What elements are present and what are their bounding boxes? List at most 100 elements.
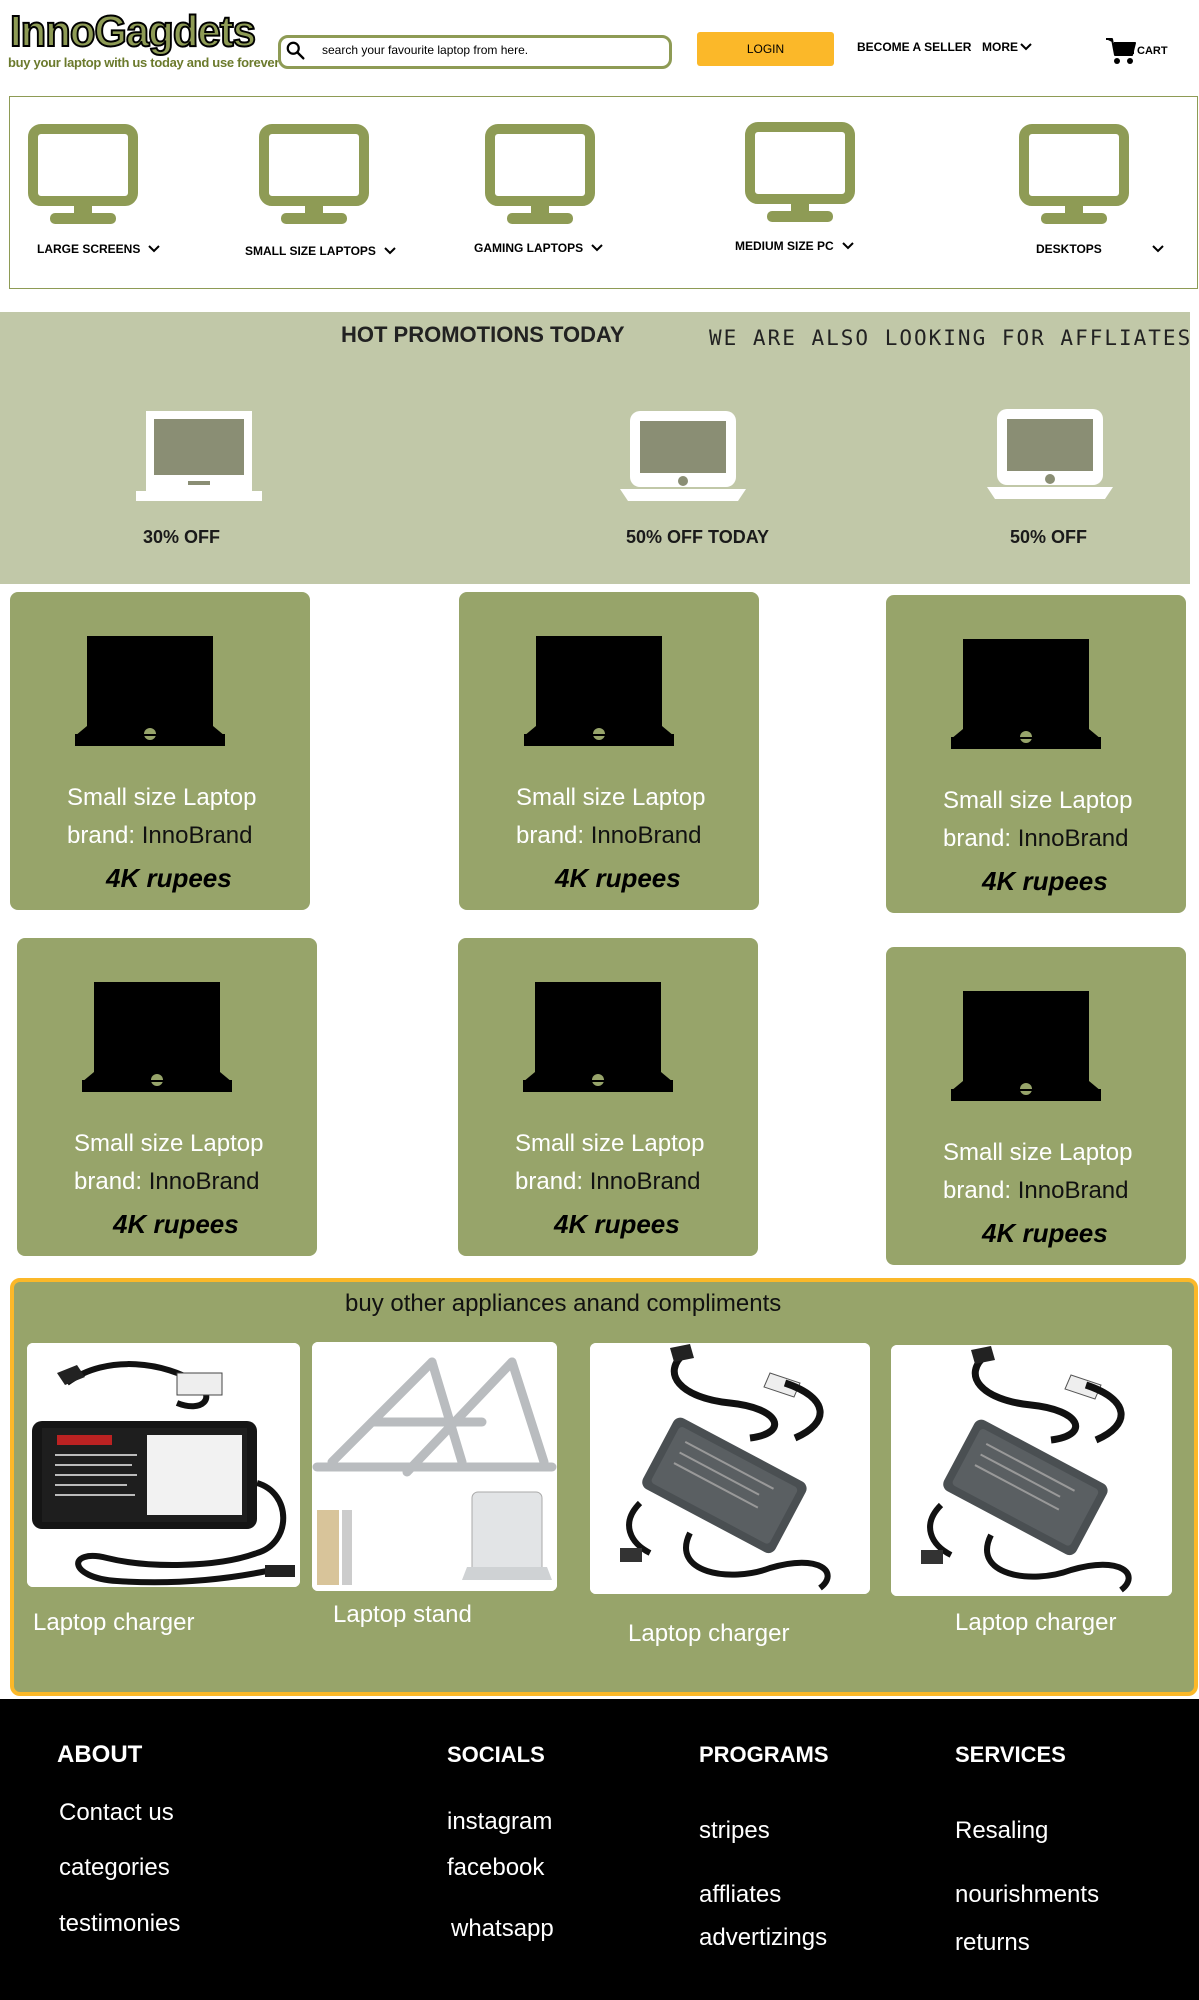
category-bar: [9, 96, 1198, 289]
laptop-icon[interactable]: [618, 407, 748, 503]
charger-image: [891, 1345, 1172, 1596]
charger-image: [27, 1343, 300, 1587]
category-label: DESKTOPS: [1036, 242, 1102, 256]
product-price: 4K rupees: [106, 863, 232, 893]
chevron-down-icon: [591, 244, 603, 252]
product-price: 4K rupees: [982, 1218, 1108, 1248]
appliance-label[interactable]: Laptop stand: [333, 1601, 472, 1628]
appliance-image-stand[interactable]: [312, 1342, 557, 1591]
category-label: SMALL SIZE LAPTOPS: [245, 244, 376, 258]
brand-prefix: brand:: [515, 1168, 584, 1195]
product-price: 4K rupees: [554, 1209, 680, 1239]
more-label: MORE: [982, 40, 1018, 54]
appliance-image-charger[interactable]: [891, 1345, 1172, 1596]
product-name[interactable]: Small size Laptop: [943, 787, 1133, 814]
brand-prefix: brand:: [943, 1177, 1012, 1204]
footer-link-instagram[interactable]: instagram: [447, 1808, 553, 1835]
chevron-down-icon: [148, 245, 161, 253]
monitor-icon[interactable]: [485, 124, 595, 230]
monitor-icon[interactable]: [28, 124, 138, 230]
appliances-title: buy other appliances anand compliments: [345, 1290, 782, 1317]
appliance-image-charger[interactable]: [590, 1343, 870, 1594]
product-name[interactable]: Small size Laptop: [943, 1139, 1133, 1166]
footer-link-affliates[interactable]: affliates: [699, 1881, 782, 1908]
chevron-down-icon: [841, 242, 854, 250]
footer-link-testimonies[interactable]: testimonies: [59, 1910, 181, 1937]
promotion-label[interactable]: 30% OFF: [143, 527, 221, 547]
product-price: 4K rupees: [982, 866, 1108, 896]
brand-prefix: brand:: [516, 822, 585, 849]
chevron-down-icon: [1152, 245, 1164, 253]
laptop-icon[interactable]: [985, 405, 1115, 501]
product-price: 4K rupees: [555, 863, 681, 893]
become-seller-link[interactable]: BECOME A SELLER: [857, 40, 972, 54]
site-logo[interactable]: InnoGagdets: [9, 7, 257, 56]
footer-link-resaling[interactable]: Resaling: [955, 1817, 1049, 1844]
brand-prefix: brand:: [943, 825, 1012, 852]
category-label: GAMING LAPTOPS: [474, 241, 584, 255]
category-label: MEDIUM SIZE PC: [735, 239, 834, 253]
cart-label[interactable]: CART: [1137, 45, 1168, 57]
chevron-down-icon: [1020, 43, 1032, 51]
brand-name: InnoBrand: [148, 1168, 260, 1195]
promotion-label[interactable]: 50% OFF TODAY: [626, 527, 770, 547]
search-icon[interactable]: [285, 40, 307, 62]
monitor-icon[interactable]: [745, 122, 855, 228]
site-footer: [0, 1699, 1199, 2000]
monitor-icon[interactable]: [1019, 124, 1129, 230]
appliance-image-charger[interactable]: [27, 1343, 300, 1587]
footer-link-categories[interactable]: categories: [59, 1854, 170, 1881]
chevron-down-icon: [384, 247, 396, 255]
footer-heading-programs: PROGRAMS: [699, 1742, 829, 1767]
product-name[interactable]: Small size Laptop: [67, 784, 257, 811]
laptop-icon: [951, 639, 1101, 749]
product-name[interactable]: Small size Laptop: [515, 1130, 705, 1157]
promotion-label[interactable]: 50% OFF: [1010, 527, 1088, 547]
category-label: LARGE SCREENS: [37, 242, 141, 256]
category-2[interactable]: SMALL SIZE LAPTOPS: [245, 244, 396, 258]
monitor-icon[interactable]: [259, 124, 369, 230]
brand-name: InnoBrand: [589, 1168, 701, 1195]
product-name[interactable]: Small size Laptop: [74, 1130, 264, 1157]
login-button[interactable]: LOGIN: [697, 32, 834, 66]
footer-link-contact[interactable]: Contact us: [59, 1799, 174, 1826]
footer-link-facebook[interactable]: facebook: [447, 1854, 545, 1881]
affiliates-notice[interactable]: WE ARE ALSO LOOKING FOR AFFLIATES: [709, 326, 1193, 350]
laptop-icon: [82, 982, 232, 1092]
promotions-title: HOT PROMOTIONS TODAY: [341, 322, 625, 347]
footer-link-returns[interactable]: returns: [955, 1929, 1030, 1956]
cart-icon[interactable]: [1105, 35, 1137, 67]
category-3[interactable]: GAMING LAPTOPS: [474, 241, 603, 255]
brand-name: InnoBrand: [590, 822, 702, 849]
footer-heading-socials: SOCIALS: [447, 1742, 545, 1767]
laptop-icon: [951, 991, 1101, 1101]
laptop-icon: [523, 982, 673, 1092]
charger-image: [590, 1343, 870, 1594]
brand-name: InnoBrand: [1017, 825, 1129, 852]
laptop-icon: [524, 636, 674, 746]
footer-heading-about: ABOUT: [57, 1741, 143, 1768]
product-name[interactable]: Small size Laptop: [516, 784, 706, 811]
footer-link-whatsapp[interactable]: whatsapp: [451, 1915, 554, 1942]
search-input[interactable]: [278, 35, 672, 69]
appliance-label[interactable]: Laptop charger: [628, 1620, 790, 1647]
appliance-label[interactable]: Laptop charger: [33, 1609, 195, 1636]
category-5[interactable]: DESKTOPS: [1036, 242, 1164, 256]
laptop-icon[interactable]: [134, 407, 264, 503]
footer-link-advertizings[interactable]: advertizings: [699, 1924, 828, 1951]
category-4[interactable]: MEDIUM SIZE PC: [735, 239, 854, 253]
logo-tagline: buy your laptop with us today and use fo…: [8, 55, 280, 70]
search-placeholder: search your favourite laptop from here.: [322, 43, 529, 57]
product-brand: brand: InnoBrand: [515, 1168, 701, 1196]
product-brand: brand: InnoBrand: [943, 825, 1129, 853]
appliance-label[interactable]: Laptop charger: [955, 1609, 1117, 1636]
brand-prefix: brand:: [67, 822, 136, 849]
brand-name: InnoBrand: [141, 822, 253, 849]
footer-link-stripes[interactable]: stripes: [699, 1817, 770, 1844]
more-menu[interactable]: MORE: [982, 40, 1032, 54]
product-brand: brand: InnoBrand: [67, 822, 253, 850]
laptop-icon: [75, 636, 225, 746]
footer-link-nourishments[interactable]: nourishments: [955, 1881, 1100, 1908]
category-1[interactable]: LARGE SCREENS: [37, 242, 161, 256]
product-brand: brand: InnoBrand: [943, 1177, 1129, 1205]
